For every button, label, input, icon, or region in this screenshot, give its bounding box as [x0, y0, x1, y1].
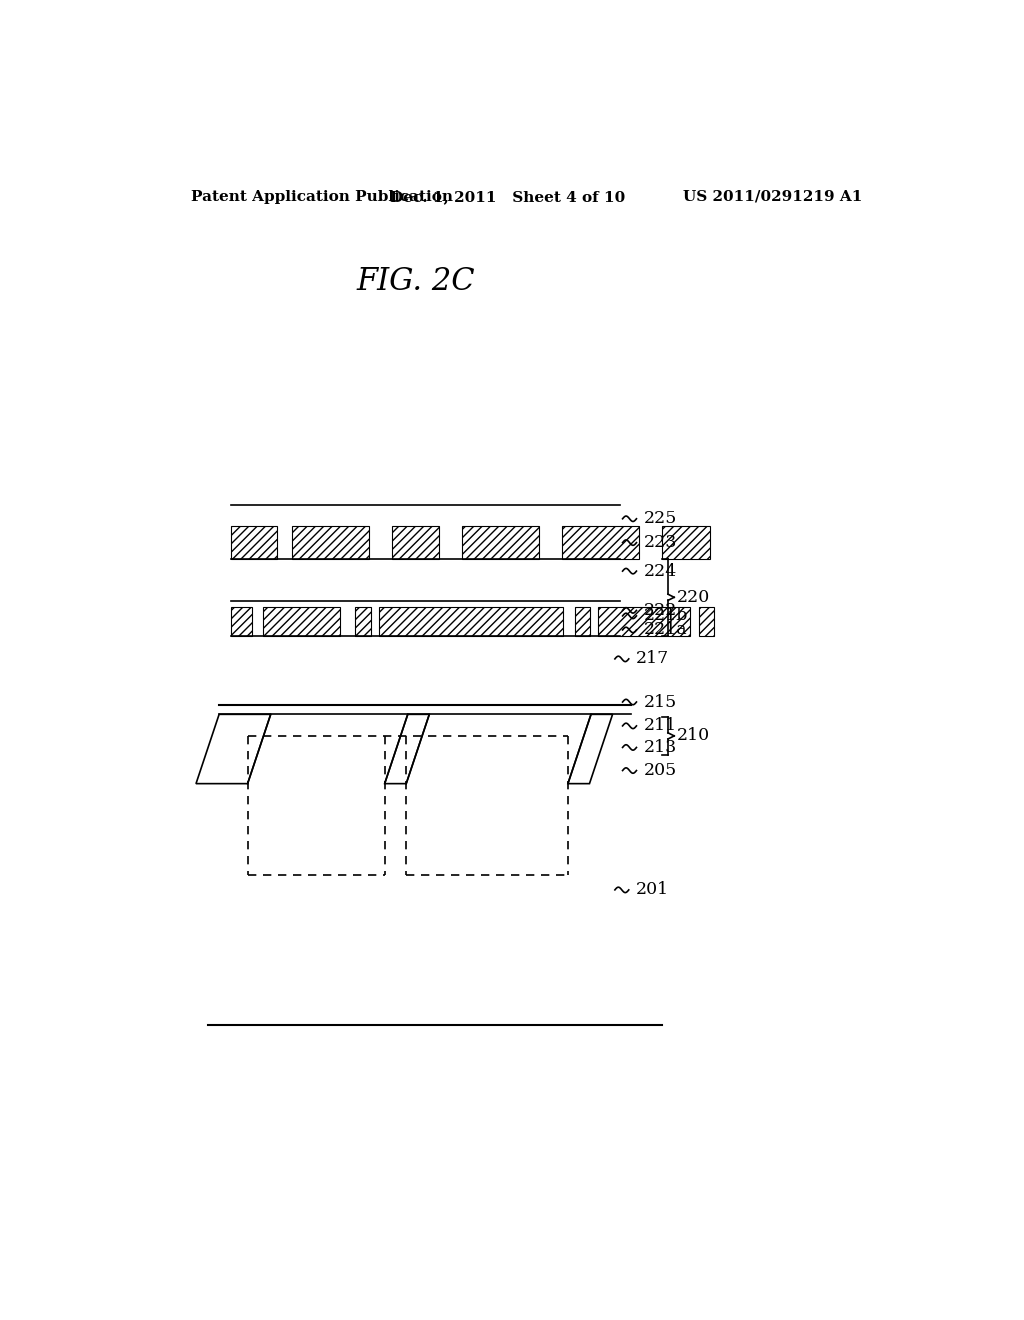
Bar: [392, 527, 438, 558]
Bar: [662, 527, 710, 558]
Text: 210: 210: [677, 727, 711, 744]
Bar: [598, 607, 690, 636]
Text: 223: 223: [643, 535, 677, 552]
Bar: [292, 527, 370, 558]
Text: 205: 205: [643, 762, 677, 779]
Bar: [263, 607, 340, 636]
Bar: [574, 607, 590, 636]
Text: 221a: 221a: [643, 622, 687, 639]
Text: 225: 225: [643, 511, 677, 527]
Text: Dec. 1, 2011   Sheet 4 of 10: Dec. 1, 2011 Sheet 4 of 10: [390, 190, 626, 203]
Text: 215: 215: [643, 693, 677, 710]
Bar: [698, 607, 714, 636]
Text: 217: 217: [636, 651, 669, 668]
Text: US 2011/0291219 A1: US 2011/0291219 A1: [683, 190, 862, 203]
Text: 220: 220: [677, 589, 711, 606]
Text: 213: 213: [643, 739, 677, 756]
Bar: [562, 527, 639, 558]
Bar: [462, 527, 539, 558]
Text: 221b: 221b: [643, 607, 688, 624]
Text: 224: 224: [643, 562, 677, 579]
Text: Patent Application Publication: Patent Application Publication: [190, 190, 453, 203]
Bar: [230, 607, 252, 636]
Bar: [355, 607, 371, 636]
Text: FIG. 2C: FIG. 2C: [356, 267, 475, 297]
Bar: [230, 527, 276, 558]
Text: 211: 211: [643, 717, 677, 734]
Text: 201: 201: [636, 882, 669, 899]
Bar: [379, 607, 563, 636]
Text: 222: 222: [643, 602, 677, 619]
